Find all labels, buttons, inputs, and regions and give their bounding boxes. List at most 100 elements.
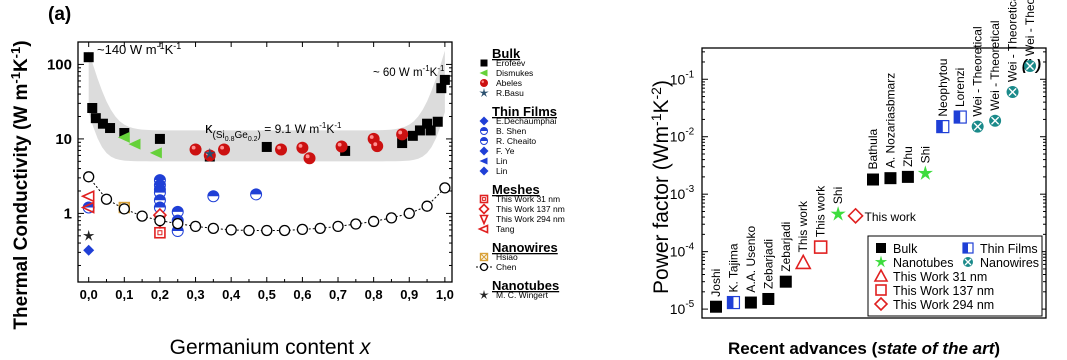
legend-item-label: Chen — [496, 262, 517, 272]
x-tick-label: 0,7 — [329, 287, 347, 302]
legend-marker — [479, 252, 489, 262]
data-point — [953, 110, 967, 124]
data-point — [439, 74, 450, 85]
legend-marker — [479, 69, 488, 77]
data-point — [744, 296, 757, 309]
data-point — [847, 207, 864, 224]
data-point — [971, 120, 984, 133]
data-point — [243, 224, 255, 237]
panel-b: (b) Power factor (Wm-1K-2) Recent advanc… — [648, 0, 1047, 358]
annotation-left-peak: ~140 W m-1K-1 — [97, 41, 181, 57]
data-point — [296, 141, 309, 154]
shaded-band — [88, 50, 445, 162]
data-point — [867, 173, 879, 186]
panel-b-points: Joshi K. Tajima A.A. Usenko Zebarjadi Zebarj… — [709, 0, 1037, 313]
x-tick-label: 0,1 — [115, 287, 133, 302]
legend-heading: Thin Films — [492, 104, 557, 119]
legend-marker — [873, 268, 889, 282]
data-point — [432, 116, 443, 127]
point-label: A. Nozariasbmarz — [883, 73, 897, 168]
data-point — [207, 190, 220, 203]
legend-marker — [480, 79, 488, 87]
data-point — [83, 171, 95, 183]
data-point — [204, 147, 216, 159]
point-label: This work — [814, 185, 828, 237]
data-point — [425, 125, 436, 136]
legend-item-label: B. Shen — [496, 126, 527, 136]
panel-a-axes: 0,0 0,1 0,2 0,3 0,4 0,5 0,6 0,7 0,8 0,9 1,0 1 10 100 — [47, 41, 454, 302]
data-point — [371, 140, 384, 153]
x-tick-label: 0,4 — [222, 287, 241, 302]
data-point — [218, 143, 231, 156]
point-label: Wei - Theoretical — [1006, 0, 1020, 82]
data-point — [275, 143, 288, 156]
legend-item-label: Bulk — [893, 242, 918, 256]
data-point — [414, 125, 425, 136]
data-point — [207, 222, 220, 235]
legend-marker — [479, 214, 489, 226]
x-tick-label: 0,6 — [293, 287, 311, 302]
data-point — [128, 138, 141, 150]
x-tick-label: 0,8 — [365, 287, 383, 302]
data-point — [762, 292, 775, 305]
data-point — [225, 224, 237, 236]
data-point — [710, 300, 722, 313]
data-point — [261, 224, 273, 237]
y-tick-label: 10-1 — [670, 69, 695, 87]
data-point — [97, 118, 108, 129]
legend-item-label: This Work 294 nm — [496, 214, 565, 224]
point-label: Lorenzi — [953, 68, 967, 107]
data-point — [118, 203, 130, 215]
data-point — [422, 118, 433, 129]
legend-item-label: F. Ye — [496, 146, 515, 156]
data-point — [421, 200, 433, 212]
data-point — [153, 201, 166, 214]
legend-marker — [480, 137, 488, 145]
point-label: A.A. Usenko — [744, 226, 758, 293]
data-point — [171, 205, 184, 218]
point-label: Shi — [918, 146, 932, 163]
data-point — [83, 52, 94, 63]
panel-a-series — [80, 52, 451, 256]
panel-b-xlabel: Recent advances (state of the art) — [728, 339, 1000, 358]
legend-item-label: This Work 137 nm — [893, 284, 994, 298]
x-tick-label: 0,0 — [80, 287, 98, 302]
series-m-c-wingert — [82, 229, 95, 241]
legend-marker — [480, 127, 488, 135]
series-tang — [80, 189, 95, 214]
panel-a-ylabel: Thermal Conductivity (W m-1K-1) — [8, 40, 32, 329]
legend-marker — [479, 194, 489, 204]
legend-marker — [479, 146, 489, 156]
data-point — [80, 189, 95, 203]
legend-marker — [876, 243, 886, 253]
legend-marker — [478, 203, 490, 215]
data-point — [794, 253, 812, 270]
data-point — [403, 207, 415, 220]
legend-item-label: This Work 294 nm — [893, 298, 994, 312]
data-point — [117, 131, 130, 143]
legend-item-label: Abeles — [496, 78, 522, 88]
y-tick-label: 10 — [55, 131, 72, 148]
panel-a-xlabel: Germanium content x — [170, 336, 372, 359]
legend-item-label: R.Basu — [496, 88, 524, 98]
data-point — [172, 217, 184, 230]
point-label: Wei - Theoretical — [988, 20, 1002, 110]
data-point — [436, 83, 447, 94]
legend-marker — [479, 166, 489, 176]
data-point — [314, 222, 326, 235]
panel-b-frame — [701, 47, 1047, 319]
annotation-right-peak: ~ 60 W m-1K-1 — [373, 64, 445, 79]
data-point — [1006, 86, 1019, 99]
x-tick-label: 0,5 — [258, 287, 276, 302]
point-label: Wei - Theoretical — [971, 26, 985, 116]
legend-item-label: Tang — [496, 224, 515, 234]
legend-marker — [875, 284, 887, 296]
point-label: Zebarjadi — [779, 222, 793, 272]
data-point — [87, 103, 98, 114]
legend-heading: Bulk — [492, 46, 521, 61]
legend-heading: Nanotubes — [492, 278, 559, 293]
legend-marker — [479, 262, 489, 272]
data-point — [779, 275, 792, 288]
